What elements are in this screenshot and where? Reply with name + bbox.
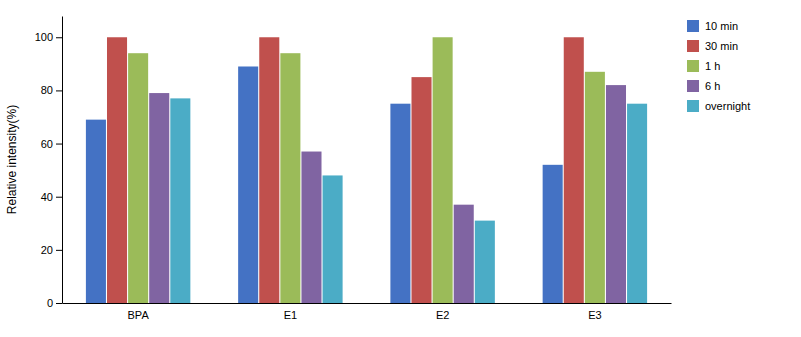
y-axis: 0 20 40 60 80 100: [35, 17, 63, 310]
bar: [149, 93, 169, 303]
legend-item: 30 min: [687, 40, 738, 52]
y-tick-mark: [56, 197, 62, 198]
y-tick-mark: [56, 90, 62, 91]
x-axis-line: [63, 303, 672, 304]
x-tick-label: E3: [588, 309, 601, 321]
bar: [238, 66, 258, 303]
legend-item: 1 h: [687, 60, 720, 72]
x-tick-label: BPA: [128, 309, 150, 321]
bar: [390, 104, 410, 303]
bar-series: [149, 85, 626, 303]
bar: [128, 53, 148, 303]
bar: [606, 85, 626, 303]
bar: [170, 98, 190, 303]
bars: [86, 37, 647, 303]
bar: [564, 37, 584, 303]
legend-item: 10 min: [687, 20, 738, 32]
legend-item: 6 h: [687, 80, 720, 92]
y-tick-label: 80: [41, 84, 53, 96]
bar-series: [170, 98, 647, 303]
x-axis: BPA E1 E2 E3: [63, 304, 672, 321]
bar: [86, 120, 106, 303]
bar: [433, 37, 453, 303]
bar: [323, 175, 343, 303]
bar: [543, 165, 563, 303]
y-tick-mark: [56, 250, 62, 251]
bar-series: [86, 66, 563, 303]
chart-container: 0 20 40 60 80 100 BPA E1 E2 E3 Relative intensity(…: [0, 0, 801, 337]
bar: [454, 205, 474, 303]
legend-label: 30 min: [705, 40, 738, 52]
plot-area: 0 20 40 60 80 100 BPA E1 E2 E3 Relative intensity(…: [5, 17, 672, 321]
y-tick-mark: [56, 37, 62, 38]
legend-swatch: [687, 80, 699, 92]
x-tick: E3: [588, 309, 601, 321]
x-tick: BPA: [128, 309, 150, 321]
bar: [301, 152, 321, 303]
x-tick-label: E2: [436, 309, 449, 321]
legend-label: overnight: [705, 100, 750, 112]
legend-swatch: [687, 100, 699, 112]
legend-label: 6 h: [705, 80, 720, 92]
x-tick-label: E1: [284, 309, 297, 321]
x-tick: E2: [436, 309, 449, 321]
y-tick: 80: [41, 84, 62, 96]
legend-swatch: [687, 20, 699, 32]
y-tick: 100: [35, 31, 62, 43]
y-tick: 40: [41, 191, 62, 203]
bar: [411, 77, 431, 303]
y-tick-label: 20: [41, 244, 53, 256]
bar: [280, 53, 300, 303]
legend-swatch: [687, 60, 699, 72]
y-axis-line: [62, 17, 63, 304]
bar-series: [107, 37, 584, 303]
legend-label: 10 min: [705, 20, 738, 32]
y-tick: 60: [41, 138, 62, 150]
chart-svg: 0 20 40 60 80 100 BPA E1 E2 E3 Relative intensity(…: [0, 0, 801, 337]
bar: [475, 221, 495, 303]
legend: 10 min 30 min 1 h 6 h overnight: [687, 20, 750, 112]
y-tick-label: 40: [41, 191, 53, 203]
y-tick-mark: [56, 144, 62, 145]
legend-item: overnight: [687, 100, 750, 112]
bar: [107, 37, 127, 303]
bar-series: [128, 37, 605, 303]
bar: [585, 72, 605, 303]
y-axis-title: Relative intensity(%): [5, 105, 19, 214]
bar: [627, 104, 647, 303]
legend-label: 1 h: [705, 60, 720, 72]
bar: [259, 37, 279, 303]
y-tick-mark: [56, 303, 62, 304]
x-tick: E1: [284, 309, 297, 321]
y-tick: 20: [41, 244, 62, 256]
y-tick-label: 60: [41, 138, 53, 150]
y-tick-label: 0: [47, 297, 53, 309]
legend-swatch: [687, 40, 699, 52]
y-tick: 0: [47, 297, 62, 309]
y-tick-label: 100: [35, 31, 53, 43]
